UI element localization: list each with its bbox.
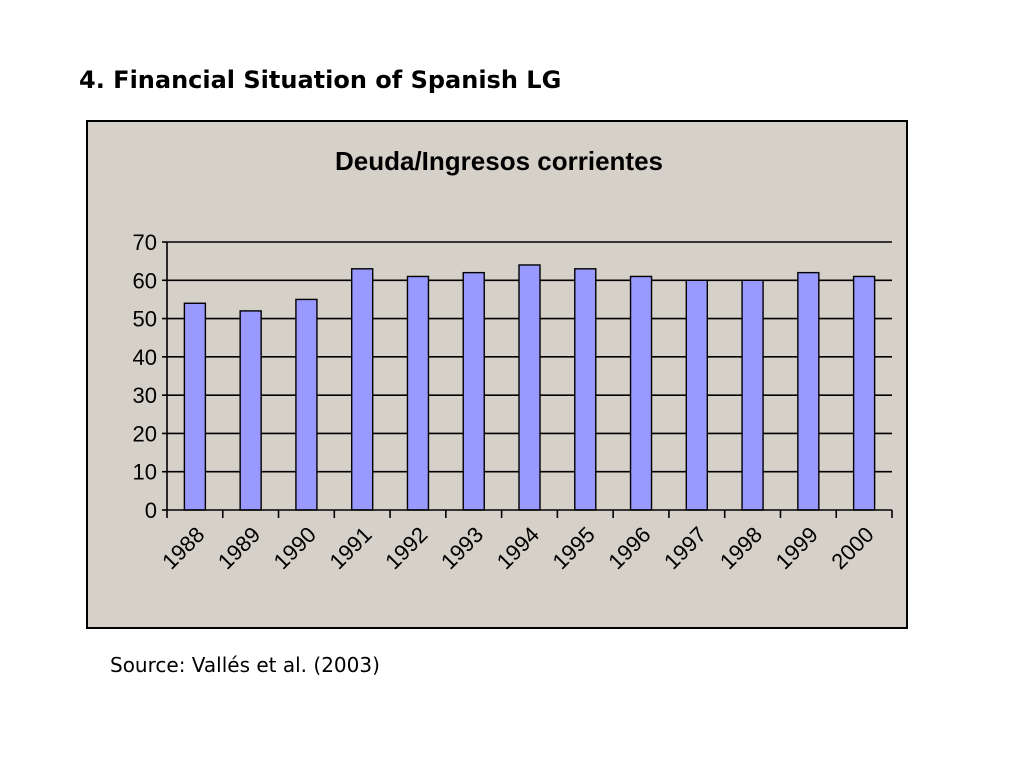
bar-1992 <box>406 275 430 511</box>
bar-1989 <box>239 310 262 511</box>
chart-title: Deuda/Ingresos corrientes <box>335 146 663 176</box>
y-tick-label: 60 <box>133 268 157 293</box>
bars <box>183 264 876 511</box>
bar-1998 <box>741 279 764 511</box>
bar-1994 <box>518 264 541 511</box>
chart-background <box>88 122 906 627</box>
y-tick-label: 50 <box>133 307 157 332</box>
bar-chart: Deuda/Ingresos corrientes 0 10 20 30 40 50 60 7… <box>88 122 906 627</box>
bar-1996 <box>629 275 653 511</box>
bar-1999 <box>797 271 820 511</box>
y-tick-label: 40 <box>133 345 157 370</box>
bar-2000 <box>852 275 876 511</box>
y-axis-ticks: 0 10 20 30 40 50 60 70 <box>133 230 167 523</box>
bar-1991 <box>350 268 374 511</box>
y-tick-label: 30 <box>133 383 157 408</box>
bar-1993 <box>462 271 485 511</box>
bar-1990 <box>295 298 318 511</box>
bar-1995 <box>574 268 597 511</box>
axes <box>166 242 892 511</box>
bar-1997 <box>685 279 709 511</box>
bar-1988 <box>183 302 207 511</box>
y-tick-label: 20 <box>133 421 157 446</box>
y-tick-label: 0 <box>145 498 157 523</box>
chart-frame: Deuda/Ingresos corrientes 0 10 20 30 40 50 60 7… <box>86 120 908 629</box>
y-tick-label: 70 <box>133 230 157 255</box>
slide-title: 4. Financial Situation of Spanish LG <box>79 66 562 94</box>
source-note: Source: Vallés et al. (2003) <box>110 653 380 677</box>
y-tick-label: 10 <box>133 460 157 485</box>
